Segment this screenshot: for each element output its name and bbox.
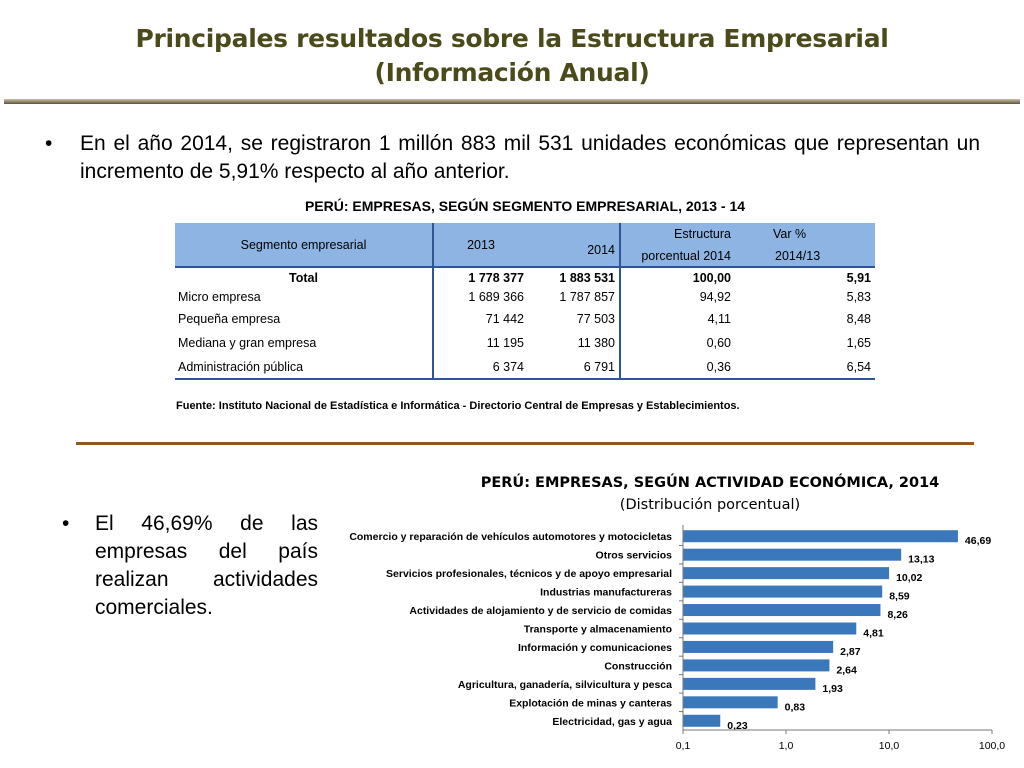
table-header-row: Segmento empresarial 2013 2014 Estructur… [175, 223, 875, 267]
chart-data-label: 2,87 [840, 646, 861, 658]
cell-estructura: 4,11 [619, 307, 735, 331]
chart-category-label: Otros servicios [596, 550, 673, 562]
chart-category-label: Explotación de minas y canteras [509, 697, 672, 709]
section-divider [76, 442, 974, 445]
chart-category-label: Agricultura, ganadería, silvicultura y p… [458, 679, 672, 691]
summary-bullet: • En el año 2014, se registraron 1 milló… [45, 130, 980, 186]
table-row: Administración pública 6 374 6 791 0,36 … [175, 355, 875, 380]
table-row: Pequeña empresa 71 442 77 503 4,11 8,48 [175, 307, 875, 331]
cell-label: Total [175, 266, 433, 287]
cell-label: Pequeña empresa [178, 312, 281, 326]
cell-var: 5,91 [735, 266, 875, 287]
header-2013: 2013 [432, 223, 528, 267]
chart-bar [683, 659, 830, 672]
chart-category-label: Comercio y reparación de vehículos autom… [349, 531, 672, 543]
chart-x-tick-label: 100,0 [979, 740, 1005, 752]
chart-data-label: 13,13 [908, 554, 934, 566]
chart-bar [683, 530, 958, 543]
cell-2014: 11 380 [577, 336, 615, 350]
cell-estructura: 0,60 [619, 331, 735, 355]
commerce-text: El 46,69% de las empresas del país reali… [95, 512, 318, 619]
chart-data-label: 2,64 [836, 664, 857, 676]
chart-category-label: Construcción [604, 660, 672, 672]
cell-2013: 1 689 366 [432, 287, 528, 307]
cell-var: 5,83 [846, 290, 871, 304]
chart-bar [683, 640, 834, 653]
page-title-line2: (Información Anual) [374, 58, 650, 87]
table-source: Fuente: Instituto Nacional de Estadístic… [176, 400, 740, 412]
chart-x-tick-label: 1,0 [779, 740, 794, 752]
chart-bar [683, 622, 857, 635]
chart-data-label: 4,81 [863, 628, 884, 640]
table-row: Mediana y gran empresa 11 195 11 380 0,6… [175, 331, 875, 355]
table-header-row-2: porcentual 2014 2014/13 [175, 245, 875, 267]
header-var-1: Var % [735, 223, 875, 245]
cell-estructura: 100,00 [619, 266, 735, 287]
commerce-bullet: • El 46,69% de las empresas del país rea… [62, 510, 318, 622]
cell-label: Micro empresa [178, 290, 261, 304]
chart-x-tick-label: 10,0 [879, 740, 900, 752]
cell-estructura: 94,92 [619, 287, 735, 307]
chart-category-label: Electricidad, gas y agua [552, 716, 672, 728]
chart-bar [683, 548, 902, 561]
table-row-total: Total 1 778 377 1 883 531 100,00 5,91 [175, 266, 875, 287]
cell-var: 1,65 [846, 336, 871, 350]
cell-2013: 6 374 [432, 355, 528, 380]
chart-title-block: PERÚ: EMPRESAS, SEGÚN ACTIVIDAD ECONÓMIC… [400, 472, 1020, 516]
header-var-2: 2014/13 [735, 245, 875, 267]
chart-data-label: 46,69 [965, 535, 991, 547]
bullet-marker: • [62, 512, 70, 535]
header-2014: 2014 [528, 223, 620, 267]
cell-label: Mediana y gran empresa [178, 336, 317, 350]
table-title: PERÚ: EMPRESAS, SEGÚN SEGMENTO EMPRESARI… [304, 198, 746, 214]
chart-title: PERÚ: EMPRESAS, SEGÚN ACTIVIDAD ECONÓMIC… [480, 475, 940, 491]
cell-2013: 1 778 377 [432, 266, 528, 287]
chart-bar [683, 714, 721, 727]
title-divider [4, 99, 1020, 104]
chart-category-label: Transporte y almacenamiento [524, 624, 672, 636]
header-estructura-1: Estructura [619, 223, 735, 245]
cell-2014: 1 787 857 [559, 290, 615, 304]
bullet-marker: • [45, 132, 53, 155]
cell-label: Administración pública [175, 355, 433, 380]
cell-estructura: 0,36 [619, 355, 735, 380]
chart-x-tick-label: 0,1 [676, 740, 691, 752]
chart-category-label: Información y comunicaciones [518, 642, 672, 654]
header-segment: Segmento empresarial [175, 223, 433, 267]
chart-data-label: 1,93 [822, 683, 843, 695]
chart-bar [683, 567, 890, 580]
chart-bar [683, 585, 883, 598]
cell-2014: 77 503 [576, 312, 615, 326]
chart-data-label: 10,02 [896, 572, 922, 584]
cell-2013: 71 442 [432, 307, 528, 331]
chart-category-label: Servicios profesionales, técnicos y de a… [386, 568, 672, 580]
cell-2014: 1 883 531 [528, 266, 620, 287]
cell-2014: 6 791 [528, 355, 620, 380]
chart-data-label: 0,83 [785, 701, 806, 713]
header-estructura-2: porcentual 2014 [619, 245, 735, 267]
chart-bar [683, 696, 778, 709]
chart-data-label: 8,59 [889, 591, 910, 603]
cell-var: 6,54 [735, 355, 875, 380]
page-title-line1: Principales resultados sobre la Estructu… [135, 24, 889, 53]
cell-var: 8,48 [846, 312, 871, 326]
chart-bar [683, 604, 881, 617]
chart-data-label: 0,23 [727, 720, 748, 732]
cell-2013: 11 195 [432, 331, 528, 355]
summary-text: En el año 2014, se registraron 1 millón … [80, 132, 980, 183]
chart-category-label: Industrias manufactureras [540, 587, 672, 599]
page-title: Principales resultados sobre la Estructu… [0, 22, 1024, 90]
segment-table: Segmento empresarial 2013 2014 Estructur… [175, 223, 875, 380]
chart-data-label: 8,26 [887, 609, 908, 621]
chart-category-label: Actividades de alojamiento y de servicio… [409, 605, 672, 617]
chart-bar [683, 677, 816, 690]
chart-subtitle: (Distribución porcentual) [619, 497, 801, 513]
table-row: Micro empresa 1 689 366 1 787 857 94,92 … [175, 287, 875, 307]
